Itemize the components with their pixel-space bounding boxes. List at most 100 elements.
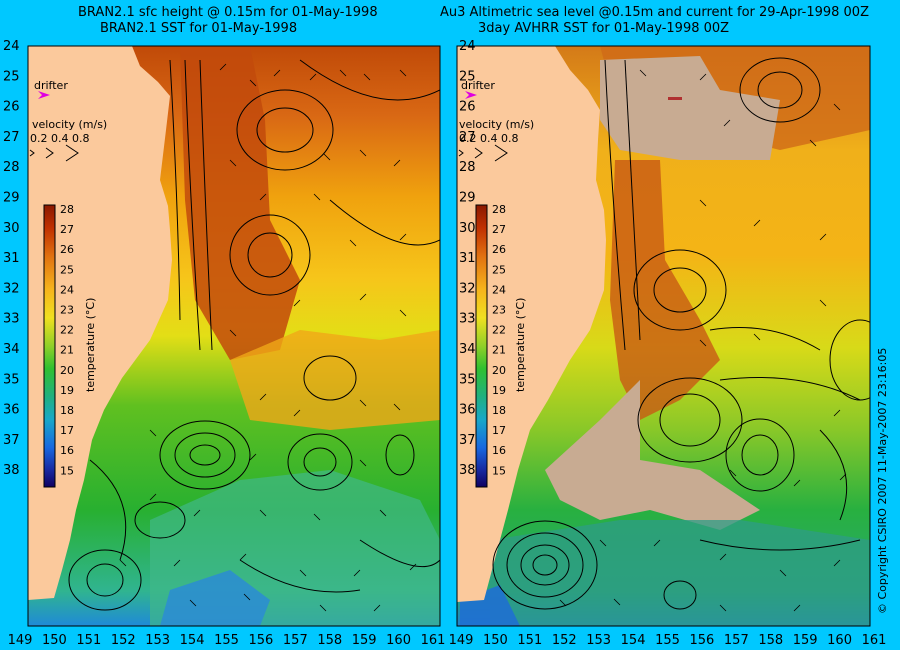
colorbar-ticks-right: 28 27 26 25 24 23 22 21 20 19 18 17 16 15	[492, 203, 506, 477]
colorbar-ticks-left: 28 27 26 25 24 23 22 21 20 19 18 17 16 15	[60, 203, 74, 477]
lon-label-right: 161	[862, 633, 887, 648]
right-velocity-title: velocity (m/s)	[459, 118, 534, 131]
left-map-frame	[27, 45, 441, 627]
colorbar-tick-left: 21	[60, 344, 74, 357]
lat-label-left: 38	[3, 463, 20, 478]
lon-label-right: 150	[483, 633, 508, 648]
lon-label-left: 156	[249, 633, 274, 648]
left-colorbar-label: temperature (°C)	[84, 298, 97, 392]
right-map-frame	[456, 45, 871, 627]
lon-label-left: 157	[283, 633, 308, 648]
lat-label-right: 26	[459, 100, 476, 115]
lon-label-left: 150	[42, 633, 67, 648]
lon-label-left: 159	[352, 633, 377, 648]
colorbar-tick-right: 21	[492, 344, 506, 357]
lat-label-right: 24	[459, 39, 476, 54]
copyright-text: © Copyright CSIRO 2007 11-May-2007 23:16…	[876, 347, 889, 614]
colorbar-tick-left: 22	[60, 324, 74, 337]
right-velocity-arrows	[458, 144, 508, 162]
lat-label-left: 33	[3, 312, 20, 327]
lon-labels-left: 149 150 151 152 153 154 155 156 157 158 159 160 161	[8, 633, 446, 648]
lat-label-right: 33	[459, 312, 476, 327]
lat-label-left: 37	[3, 433, 20, 448]
lat-labels-left: 24 25 26 27 28 29 30 31 32 33 34 35 36 37 38	[3, 39, 20, 478]
right-velocity-vectors	[559, 69, 847, 612]
lon-label-right: 153	[586, 633, 611, 648]
lon-label-right: 159	[793, 633, 818, 648]
lon-label-left: 151	[76, 633, 101, 648]
colorbar-tick-left: 18	[60, 404, 74, 417]
lat-label-left: 29	[3, 191, 20, 206]
lat-label-right: 28	[459, 160, 476, 175]
lat-label-right: 29	[459, 191, 476, 206]
right-map-panel	[457, 46, 870, 626]
left-velocity-scale: 0.2 0.4 0.8	[30, 132, 89, 145]
right-colorbar-label: temperature (°C)	[514, 298, 527, 392]
colorbar-tick-left: 23	[60, 304, 74, 317]
colorbar-tick-right: 16	[492, 444, 506, 457]
lon-label-left: 155	[214, 633, 239, 648]
lat-label-left: 28	[3, 160, 20, 175]
lat-labels-right-panel: 24 25 26 27 28 29 30 31 32 33 34 35 36 37 38	[459, 39, 476, 478]
left-contours	[68, 59, 440, 611]
lon-label-left: 153	[145, 633, 170, 648]
lon-labels-right: 149 150 151 152 153 154 155 156 157 158 159 160 161	[449, 633, 887, 648]
lon-label-right: 158	[758, 633, 783, 648]
colorbar-tick-right: 28	[492, 203, 506, 216]
lat-label-right: 38	[459, 463, 476, 478]
colorbar-tick-left: 26	[60, 243, 74, 256]
colorbar-tick-right: 15	[492, 464, 506, 477]
colorbar-tick-right: 23	[492, 304, 506, 317]
right-drifter-marker	[465, 91, 477, 99]
lat-label-right: 32	[459, 281, 476, 296]
lon-label-right: 151	[517, 633, 542, 648]
colorbar-tick-left: 17	[60, 424, 74, 437]
lon-label-right: 149	[449, 633, 474, 648]
lon-label-right: 155	[655, 633, 680, 648]
left-drifter-label: drifter	[34, 79, 68, 92]
lon-label-left: 152	[111, 633, 136, 648]
lon-label-left: 161	[421, 633, 446, 648]
lat-label-right: 37	[459, 433, 476, 448]
lat-label-right: 35	[459, 372, 476, 387]
colorbar-tick-left: 27	[60, 223, 74, 236]
right-cloud-south	[545, 380, 760, 530]
colorbar-tick-left: 20	[60, 364, 74, 377]
right-warm-core	[610, 160, 720, 420]
colorbar-tick-right: 26	[492, 243, 506, 256]
lat-label-left: 24	[3, 39, 20, 54]
lon-label-right: 156	[690, 633, 715, 648]
colorbar-tick-left: 25	[60, 263, 74, 276]
lat-label-left: 26	[3, 100, 20, 115]
right-drifter-track	[668, 97, 682, 100]
left-drifter-marker	[38, 91, 50, 99]
colorbar-tick-left: 19	[60, 384, 74, 397]
colorbar-tick-right: 22	[492, 324, 506, 337]
lon-label-right: 157	[724, 633, 749, 648]
lat-label-left: 25	[3, 69, 20, 84]
left-warm-tongue	[230, 330, 440, 430]
lon-label-left: 154	[180, 633, 205, 648]
lon-label-left: 160	[386, 633, 411, 648]
lat-label-left: 34	[3, 342, 20, 357]
lat-label-left: 35	[3, 372, 20, 387]
colorbar-tick-right: 20	[492, 364, 506, 377]
right-drifter-label: drifter	[461, 79, 495, 92]
lat-label-right: 34	[459, 342, 476, 357]
left-velocity-title: velocity (m/s)	[32, 118, 107, 131]
lat-label-left: 27	[3, 130, 20, 145]
lat-label-left: 30	[3, 221, 20, 236]
right-title-line2: 3day AVHRR SST for 01-May-1998 00Z	[478, 21, 730, 36]
colorbar-tick-right: 17	[492, 424, 506, 437]
lat-label-left: 36	[3, 403, 20, 418]
left-velocity-vectors	[119, 63, 417, 612]
colorbar-tick-right: 18	[492, 404, 506, 417]
left-title-line2: BRAN2.1 SST for 01-May-1998	[100, 21, 298, 36]
lat-label-right: 25	[459, 69, 476, 84]
left-warm-core	[180, 46, 300, 360]
left-colorbar	[43, 204, 56, 488]
lon-label-left: 158	[317, 633, 342, 648]
lon-label-left: 149	[8, 633, 33, 648]
lat-label-right: 31	[459, 251, 476, 266]
colorbar-tick-left: 24	[60, 283, 74, 296]
